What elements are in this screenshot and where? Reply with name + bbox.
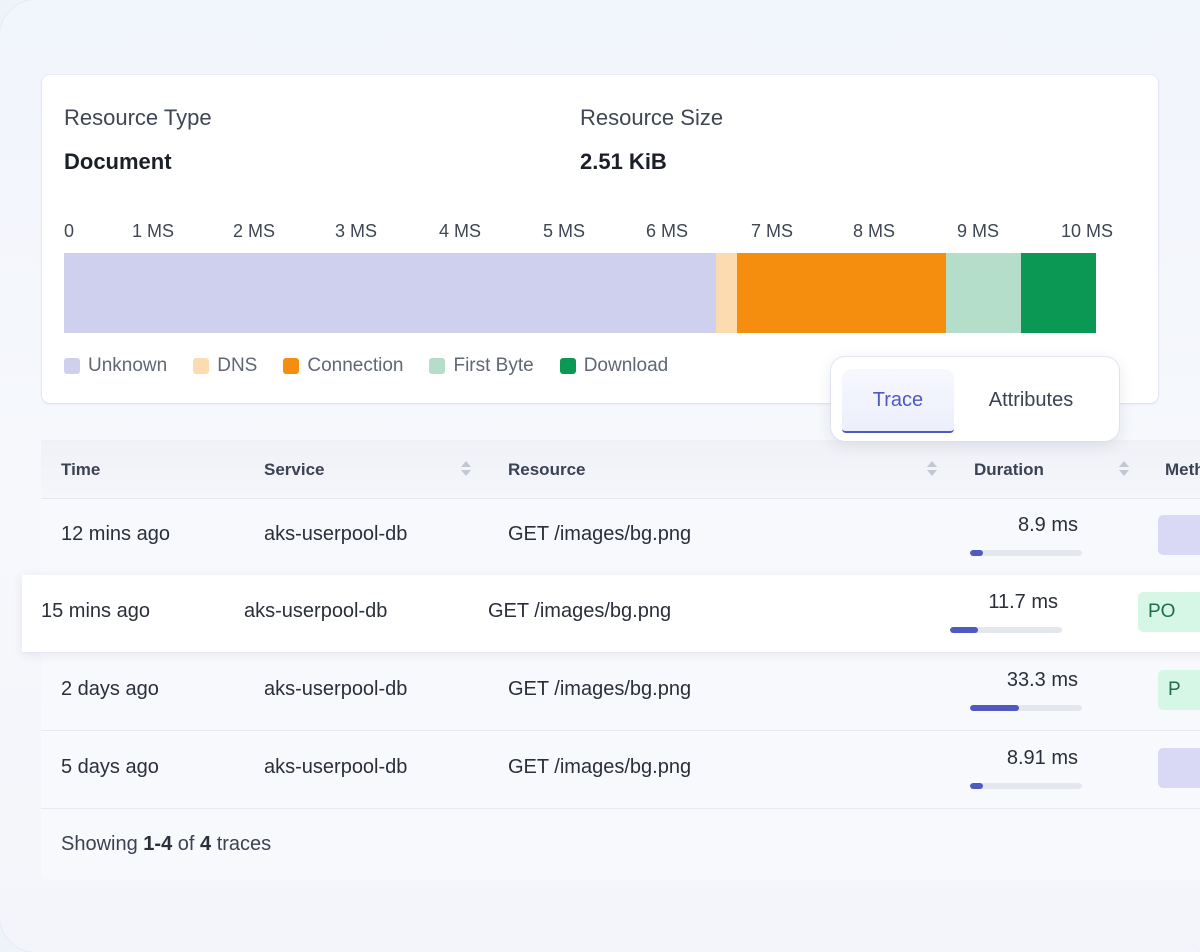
column-header-resource[interactable]: Resource [508, 460, 586, 479]
cell-resource: GET /images/bg.png [488, 600, 672, 622]
cell-duration: 8.91 ms [1006, 747, 1078, 769]
cell-resource: GET /images/bg.png [508, 756, 692, 778]
timeline-tick: 10 MS [1061, 221, 1114, 241]
cell-service: aks-userpool-db [264, 756, 408, 778]
tab-attributes[interactable]: Attributes [988, 388, 1074, 411]
method-badge [1158, 748, 1200, 788]
cell-service: aks-userpool-db [264, 678, 408, 700]
cell-resource: GET /images/bg.png [508, 678, 692, 700]
cell-service: aks-userpool-db [244, 600, 388, 622]
legend-item-connection: Connection [283, 355, 403, 377]
cell-duration: 11.7 ms [988, 591, 1058, 613]
legend-label-connection: Connection [307, 355, 404, 376]
timeline-tick: 9 MS [957, 221, 1000, 241]
method-badge [1158, 515, 1200, 555]
cell-service: aks-userpool-db [264, 523, 408, 545]
legend-item-unknown: Unknown [64, 355, 167, 377]
timeline-segment-download [1021, 253, 1096, 333]
legend-label-first-byte: First Byte [453, 355, 534, 376]
table-row[interactable]: 2 days ago aks-userpool-db GET /images/b… [41, 653, 1200, 731]
resource-type-value: Document [64, 149, 172, 174]
resource-size-label: Resource Size [580, 105, 724, 130]
table-row-highlighted[interactable]: 15 mins ago aks-userpool-db GET /images/… [22, 575, 1200, 653]
summary-range: 1-4 [143, 833, 173, 855]
legend-label-unknown: Unknown [88, 355, 168, 376]
cell-duration: 33.3 ms [1006, 669, 1078, 691]
timeline-segment-unknown [64, 253, 717, 333]
legend-swatch-dns [193, 358, 210, 374]
cell-time: 15 mins ago [41, 600, 150, 622]
legend-swatch-connection [283, 358, 300, 374]
legend-label-download: Download [583, 355, 669, 376]
cell-time: 5 days ago [61, 756, 159, 778]
duration-bar [970, 705, 1082, 711]
traces-table: Time Service Resource Duration Meth 12 m… [22, 440, 1200, 880]
legend-swatch-first-byte [429, 358, 446, 374]
column-header-method[interactable]: Meth [1165, 460, 1200, 479]
summary-total: 4 [200, 833, 212, 855]
table-row[interactable]: 12 mins ago aks-userpool-db GET /images/… [41, 498, 1200, 576]
resource-type-label: Resource Type [64, 105, 212, 130]
resource-timing-card: Resource Type Document Resource Size 2.5… [42, 75, 1158, 403]
timeline-legend: Unknown DNS Connection First Byte Downlo… [64, 355, 668, 377]
summary-of: of [177, 833, 195, 855]
column-header-time[interactable]: Time [61, 460, 101, 479]
sort-service-icon[interactable] [460, 459, 472, 479]
timeline-segment-dns [716, 253, 737, 333]
timeline-tick: 8 MS [853, 221, 896, 241]
timeline-tick: 3 MS [335, 221, 378, 241]
sort-duration-icon[interactable] [1118, 459, 1130, 479]
timeline-segment-first-byte [945, 253, 1022, 333]
view-tabs: Trace Attributes [831, 357, 1119, 441]
method-badge: P [1158, 670, 1200, 710]
timeline-tick: 2 MS [233, 221, 276, 241]
timeline-tick: 6 MS [646, 221, 689, 241]
duration-bar [970, 550, 1082, 556]
legend-item-download: Download [559, 355, 669, 377]
legend-swatch-unknown [64, 358, 80, 374]
cell-duration: 8.9 ms [1017, 514, 1078, 536]
duration-bar [970, 783, 1082, 789]
duration-bar-fill [970, 705, 1020, 711]
table-row[interactable]: 5 days ago aks-userpool-db GET /images/b… [41, 731, 1200, 809]
table-header: Time Service Resource Duration Meth [41, 440, 1200, 499]
cell-time: 2 days ago [61, 678, 159, 700]
timeline-tick: 1 MS [132, 221, 175, 241]
legend-item-dns: DNS [193, 355, 257, 377]
legend-swatch-download [559, 358, 576, 374]
timeline-tick: 5 MS [543, 221, 586, 241]
column-header-service[interactable]: Service [264, 460, 325, 479]
duration-bar-fill [970, 550, 984, 556]
legend-item-first-byte: First Byte [429, 355, 534, 377]
timeline-tick: 4 MS [439, 221, 482, 241]
cell-time: 12 mins ago [61, 523, 170, 545]
timeline-segment-connection [736, 253, 946, 333]
duration-bar [950, 627, 1062, 633]
summary-suffix: traces [216, 833, 272, 855]
tab-trace[interactable]: Trace [842, 369, 954, 433]
cell-resource: GET /images/bg.png [508, 523, 692, 545]
method-badge: PO [1138, 592, 1200, 632]
duration-bar-fill [950, 627, 978, 633]
timeline-tick: 0 [64, 221, 75, 241]
resource-size-value: 2.51 KiB [580, 149, 667, 174]
column-header-duration[interactable]: Duration [974, 460, 1044, 479]
sort-resource-icon[interactable] [926, 459, 938, 479]
pagination-summary: Showing 1-4 of 4 traces [61, 833, 271, 856]
legend-label-dns: DNS [217, 355, 258, 376]
duration-bar-fill [970, 783, 984, 789]
summary-prefix: Showing [61, 833, 138, 855]
timeline-tick: 7 MS [751, 221, 794, 241]
